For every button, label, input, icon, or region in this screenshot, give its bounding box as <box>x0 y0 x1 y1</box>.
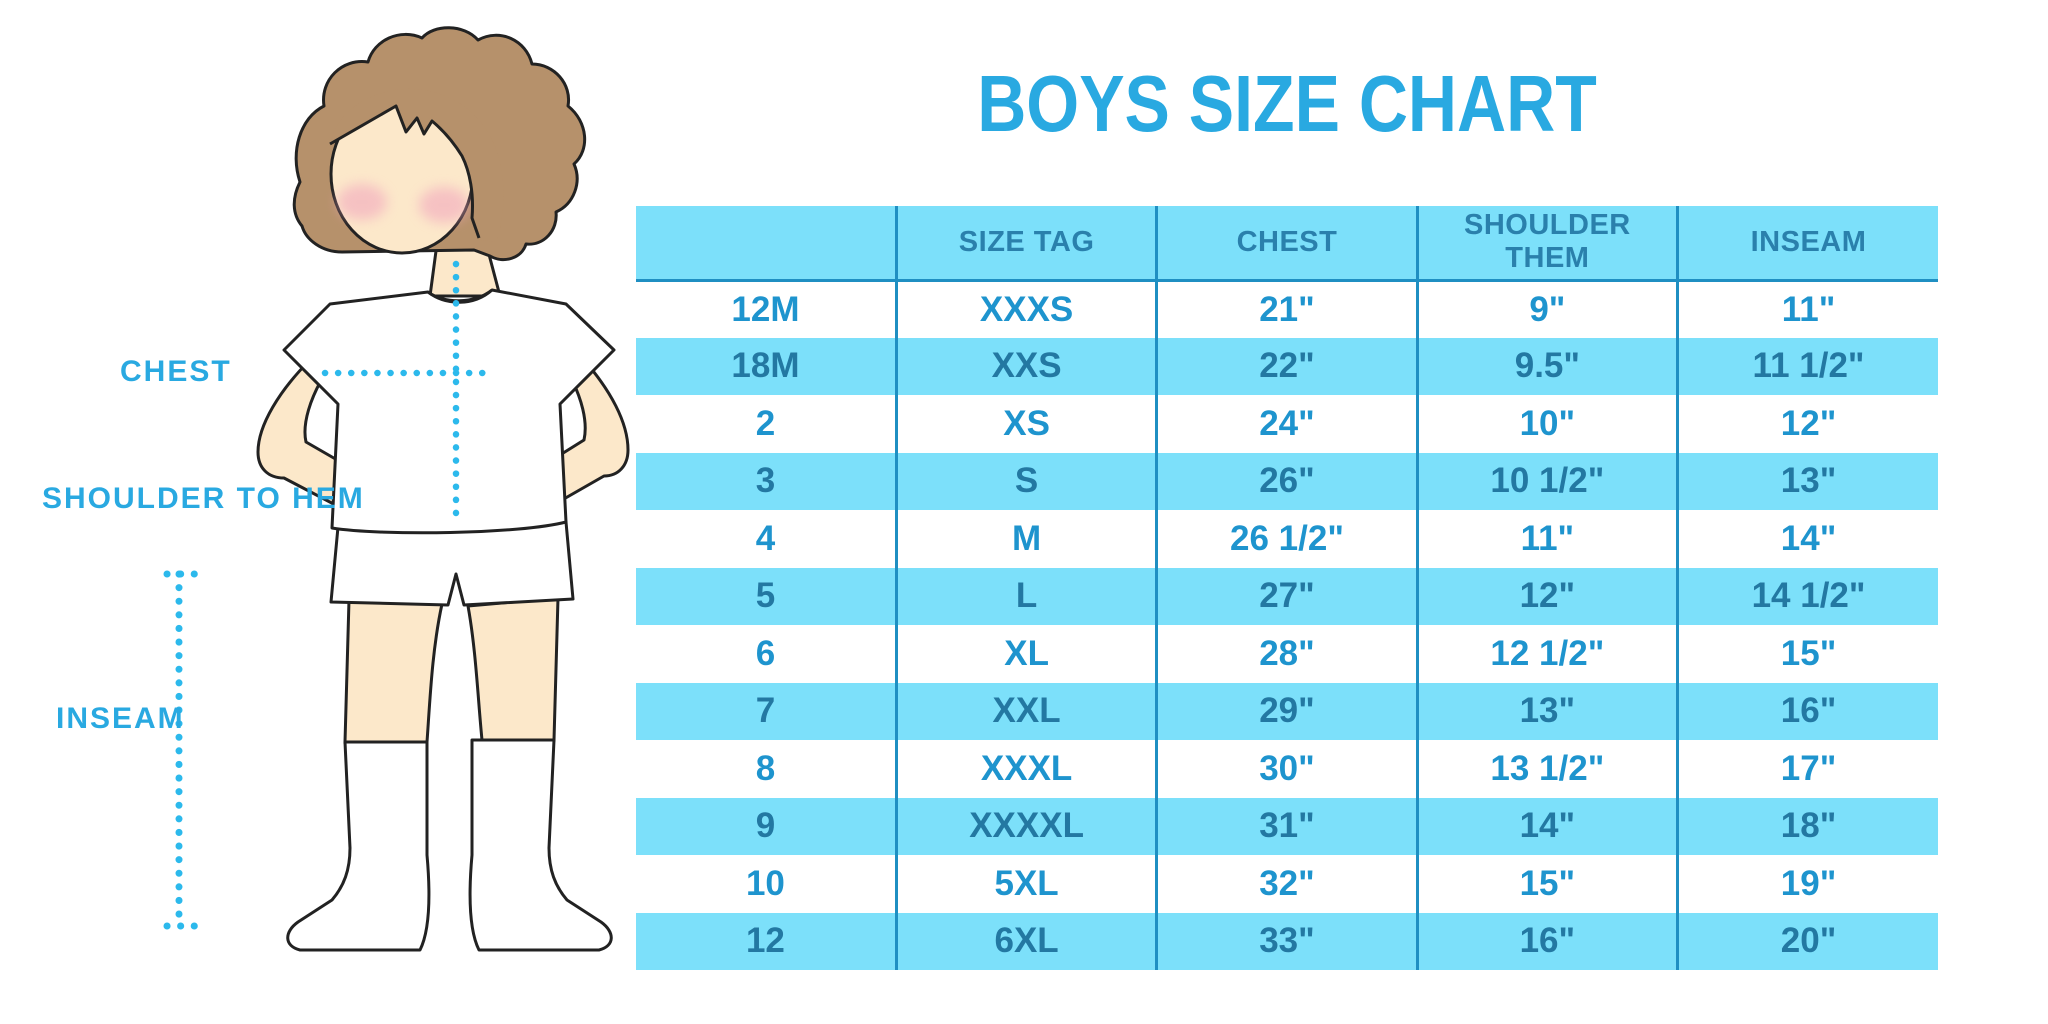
table-row: 8 XXXL 30" 13 1/2" 17" <box>636 740 1938 798</box>
cell-size: 6 <box>636 625 897 683</box>
table-row: 12M XXXS 21" 9" 11" <box>636 280 1938 338</box>
cell-chest: 26" <box>1155 452 1418 510</box>
cell-shoulder: 9.5" <box>1415 337 1678 395</box>
cell-inseam: 11" <box>1676 280 1938 338</box>
cell-shoulder: 15" <box>1415 855 1678 913</box>
cell-size: 7 <box>636 682 897 740</box>
cell-inseam: 16" <box>1676 682 1938 740</box>
page-title: BOYS SIZE CHART <box>977 59 1597 148</box>
cell-size: 3 <box>636 452 897 510</box>
cell-size: 12 <box>636 912 897 970</box>
cell-size: 12M <box>636 280 897 338</box>
left-sock <box>286 740 431 952</box>
cell-shoulder: 13" <box>1415 682 1678 740</box>
cell-size: 5 <box>636 567 897 625</box>
cell-chest: 32" <box>1155 855 1418 913</box>
table-row: 10 5XL 32" 15" 19" <box>636 855 1938 913</box>
bangs-edge-line <box>329 104 481 239</box>
cell-shoulder: 12" <box>1415 567 1678 625</box>
column-header-chest: CHEST <box>1155 206 1418 282</box>
cell-size: 9 <box>636 797 897 855</box>
cell-size-tag: XXXXL <box>894 797 1157 855</box>
collar-line <box>427 288 493 304</box>
cell-inseam: 14" <box>1676 510 1938 568</box>
cell-size: 2 <box>636 395 897 453</box>
column-header-size <box>636 206 897 282</box>
cell-shoulder: 10 1/2" <box>1415 452 1678 510</box>
cell-size-tag: S <box>894 452 1157 510</box>
right-cheek <box>419 187 469 223</box>
bangs <box>330 88 504 243</box>
cell-size-tag: 6XL <box>894 912 1157 970</box>
cell-inseam: 20" <box>1676 912 1938 970</box>
cell-size-tag: XXXS <box>894 280 1157 338</box>
cell-size-tag: M <box>894 510 1157 568</box>
cell-size-tag: XXXL <box>894 740 1157 798</box>
table-row: 18M XXS 22" 9.5" 11 1/2" <box>636 337 1938 395</box>
cell-chest: 31" <box>1155 797 1418 855</box>
table-row: 7 XXL 29" 13" 16" <box>636 682 1938 740</box>
cell-chest: 21" <box>1155 280 1418 338</box>
table-row: 5 L 27" 12" 14 1/2" <box>636 567 1938 625</box>
header-row: SIZE TAG CHEST SHOULDER THEM INSEAM <box>636 206 1938 282</box>
column-header-size-tag: SIZE TAG <box>894 206 1157 282</box>
cell-inseam: 19" <box>1676 855 1938 913</box>
left-cheek <box>337 184 387 220</box>
cell-inseam: 17" <box>1676 740 1938 798</box>
cell-inseam: 11 1/2" <box>1676 337 1938 395</box>
table-row: 12 6XL 33" 16" 20" <box>636 912 1938 970</box>
cell-chest: 26 1/2" <box>1155 510 1418 568</box>
cell-size-tag: L <box>894 567 1157 625</box>
cell-size-tag: XXL <box>894 682 1157 740</box>
right-leg <box>466 596 560 742</box>
table-row: 4 M 26 1/2" 11" 14" <box>636 510 1938 568</box>
cell-chest: 29" <box>1155 682 1418 740</box>
right-sock <box>468 738 613 952</box>
size-table: SIZE TAG CHEST SHOULDER THEM INSEAM 12M … <box>636 206 1938 970</box>
cell-inseam: 12" <box>1676 395 1938 453</box>
cell-chest: 33" <box>1155 912 1418 970</box>
left-arm <box>256 358 360 512</box>
column-header-inseam: INSEAM <box>1676 206 1938 282</box>
cell-size: 4 <box>636 510 897 568</box>
table-row: 9 XXXXL 31" 14" 18" <box>636 797 1938 855</box>
cell-chest: 30" <box>1155 740 1418 798</box>
cell-size: 10 <box>636 855 897 913</box>
cell-size: 8 <box>636 740 897 798</box>
cell-size-tag: XS <box>894 395 1157 453</box>
table-row: 3 S 26" 10 1/2" 13" <box>636 452 1938 510</box>
cell-inseam: 14 1/2" <box>1676 567 1938 625</box>
cell-shoulder: 11" <box>1415 510 1678 568</box>
cell-inseam: 15" <box>1676 625 1938 683</box>
boy-illustration-panel: CHEST SHOULDER TO HEM INSEAM <box>0 0 660 1024</box>
left-leg <box>343 598 444 744</box>
cell-size-tag: 5XL <box>894 855 1157 913</box>
inseam-label: INSEAM <box>56 702 185 735</box>
cell-chest: 28" <box>1155 625 1418 683</box>
table-row: 6 XL 28" 12 1/2" 15" <box>636 625 1938 683</box>
cell-inseam: 18" <box>1676 797 1938 855</box>
cell-shoulder: 10" <box>1415 395 1678 453</box>
cell-shoulder: 12 1/2" <box>1415 625 1678 683</box>
shoulder-to-hem-label: SHOULDER TO HEM <box>42 482 365 515</box>
cell-size: 18M <box>636 337 897 395</box>
table-row: 2 XS 24" 10" 12" <box>636 395 1938 453</box>
cell-shoulder: 13 1/2" <box>1415 740 1678 798</box>
cell-size-tag: XL <box>894 625 1157 683</box>
cell-size-tag: XXS <box>894 337 1157 395</box>
cell-chest: 22" <box>1155 337 1418 395</box>
tshirt <box>282 288 616 535</box>
shorts <box>329 520 575 607</box>
boy-measurement-illustration <box>163 26 630 952</box>
column-header-shoulder: SHOULDER THEM <box>1415 206 1678 282</box>
cell-shoulder: 16" <box>1415 912 1678 970</box>
cell-inseam: 13" <box>1676 452 1938 510</box>
cell-chest: 27" <box>1155 567 1418 625</box>
chest-label: CHEST <box>120 355 232 388</box>
cell-shoulder: 9" <box>1415 280 1678 338</box>
cell-shoulder: 14" <box>1415 797 1678 855</box>
cell-chest: 24" <box>1155 395 1418 453</box>
